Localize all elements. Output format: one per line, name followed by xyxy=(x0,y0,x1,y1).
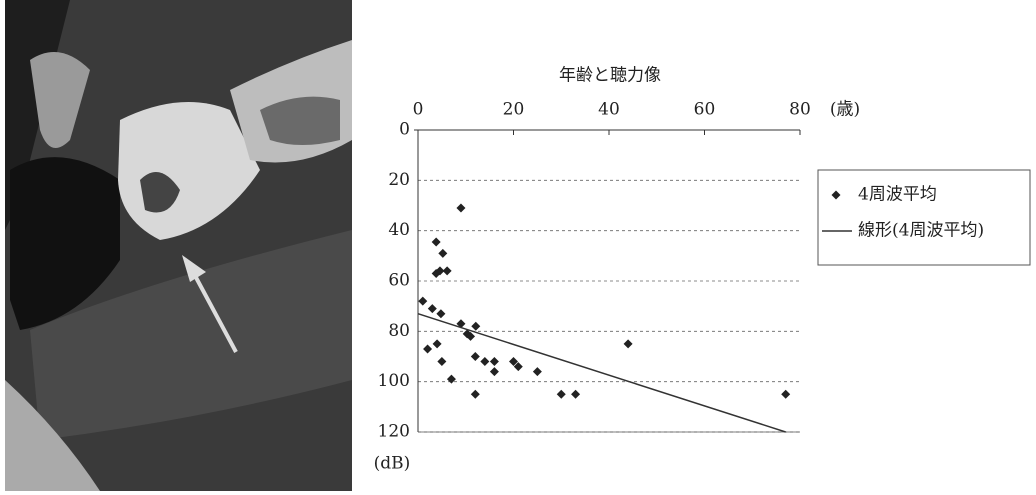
page: {"chart_data": {"type": "scatter", "titl… xyxy=(0,0,1036,495)
y-axis-label: (dB) xyxy=(374,454,411,474)
point xyxy=(490,357,499,366)
y-tick-label: 80 xyxy=(388,321,410,341)
point xyxy=(432,237,441,246)
y-tick-label: 100 xyxy=(378,371,410,391)
point xyxy=(557,390,566,399)
legend-label: 線形(4周波平均) xyxy=(858,221,984,241)
x-tick-label: 60 xyxy=(694,100,716,120)
point xyxy=(443,266,452,275)
chart: 年齢と聴力像 (歳) (dB) 0 20 40 60 80 100 120 0 20 40 60 80… xyxy=(0,0,1036,491)
point xyxy=(781,390,790,399)
y-tick-label: 40 xyxy=(388,220,410,240)
x-tick-label: 0 xyxy=(413,100,424,120)
point xyxy=(418,297,427,306)
x-axis-label: (歳) xyxy=(830,100,860,120)
legend-label: 4周波平均 xyxy=(858,185,937,205)
point xyxy=(436,309,445,318)
point xyxy=(571,390,580,399)
point xyxy=(438,249,447,258)
point xyxy=(447,375,456,384)
point xyxy=(471,390,480,399)
point xyxy=(480,357,489,366)
x-tick-label: 40 xyxy=(598,100,620,120)
point xyxy=(533,367,542,376)
point xyxy=(471,352,480,361)
y-tick-label: 0 xyxy=(399,120,410,140)
point xyxy=(428,304,437,313)
point xyxy=(423,344,432,353)
y-tick-label: 120 xyxy=(378,422,410,442)
point xyxy=(437,357,446,366)
x-tick-label: 20 xyxy=(503,100,525,120)
point xyxy=(490,367,499,376)
point xyxy=(456,204,465,213)
point xyxy=(624,339,633,348)
chart-title: 年齢と聴力像 xyxy=(559,66,661,86)
y-tick-label: 60 xyxy=(388,271,410,291)
ct-image xyxy=(5,0,352,491)
y-tick-label: 20 xyxy=(388,170,410,190)
point xyxy=(471,322,480,331)
x-tick-label: 80 xyxy=(789,100,811,120)
point xyxy=(433,339,442,348)
